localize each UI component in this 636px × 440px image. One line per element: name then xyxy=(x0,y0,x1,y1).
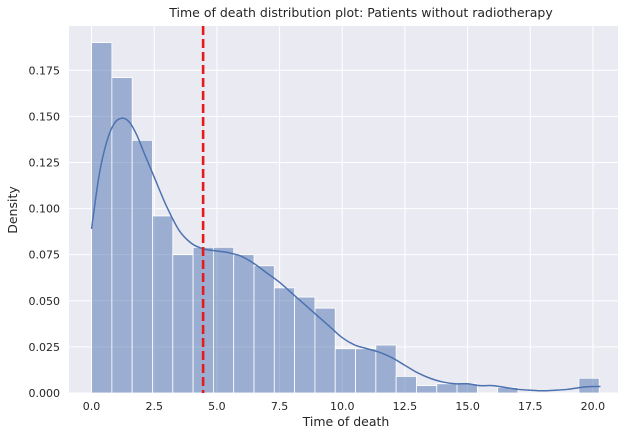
histogram-bar xyxy=(172,254,194,394)
x-tick-label: 12.5 xyxy=(393,400,418,413)
histogram-bar xyxy=(253,265,275,394)
x-tick-label: 15.0 xyxy=(455,400,480,413)
y-tick-label: 0.075 xyxy=(29,249,61,262)
y-tick-label: 0.025 xyxy=(29,341,61,354)
histogram-bar xyxy=(334,348,356,394)
histogram-bar xyxy=(91,42,113,394)
histogram-bar xyxy=(395,376,417,394)
y-axis-label: Density xyxy=(5,186,20,234)
y-tick-label: 0.100 xyxy=(29,203,61,216)
chart-title: Time of death distribution plot: Patient… xyxy=(168,5,553,20)
histogram-bar xyxy=(111,77,133,394)
histogram-bar xyxy=(355,348,377,394)
histogram-bar xyxy=(314,307,336,394)
x-tick-label: 7.5 xyxy=(271,400,289,413)
histogram-bar xyxy=(273,287,296,394)
histogram-bar xyxy=(578,377,600,394)
histogram-bar xyxy=(212,246,235,394)
x-tick-label: 2.5 xyxy=(145,400,163,413)
histogram-bar xyxy=(152,215,174,394)
x-tick-label: 17.5 xyxy=(518,400,543,413)
histogram-bar xyxy=(233,254,255,394)
histogram-bar xyxy=(416,385,438,394)
x-tick-label: 5.0 xyxy=(208,400,226,413)
x-axis-ticks: 0.0 2.5 5.0 7.5 10.0 12.5 15.0 17.5 20.0 xyxy=(83,400,605,413)
y-tick-label: 0.150 xyxy=(29,110,61,123)
x-tick-label: 20.0 xyxy=(581,400,606,413)
histogram-bar xyxy=(436,383,458,394)
y-tick-label: 0.175 xyxy=(29,64,61,77)
histogram-bar xyxy=(131,139,153,394)
y-tick-label: 0.000 xyxy=(29,387,61,400)
y-axis-ticks: 0.000 0.025 0.050 0.075 0.100 0.125 0.150 0.175 xyxy=(29,64,61,400)
kde-line xyxy=(90,117,601,392)
y-tick-label: 0.050 xyxy=(29,295,61,308)
bars xyxy=(91,42,600,394)
x-tick-label: 0.0 xyxy=(83,400,101,413)
y-tick-label: 0.125 xyxy=(29,156,61,169)
x-axis-label: Time of death xyxy=(302,414,390,429)
x-tick-label: 10.0 xyxy=(330,400,355,413)
